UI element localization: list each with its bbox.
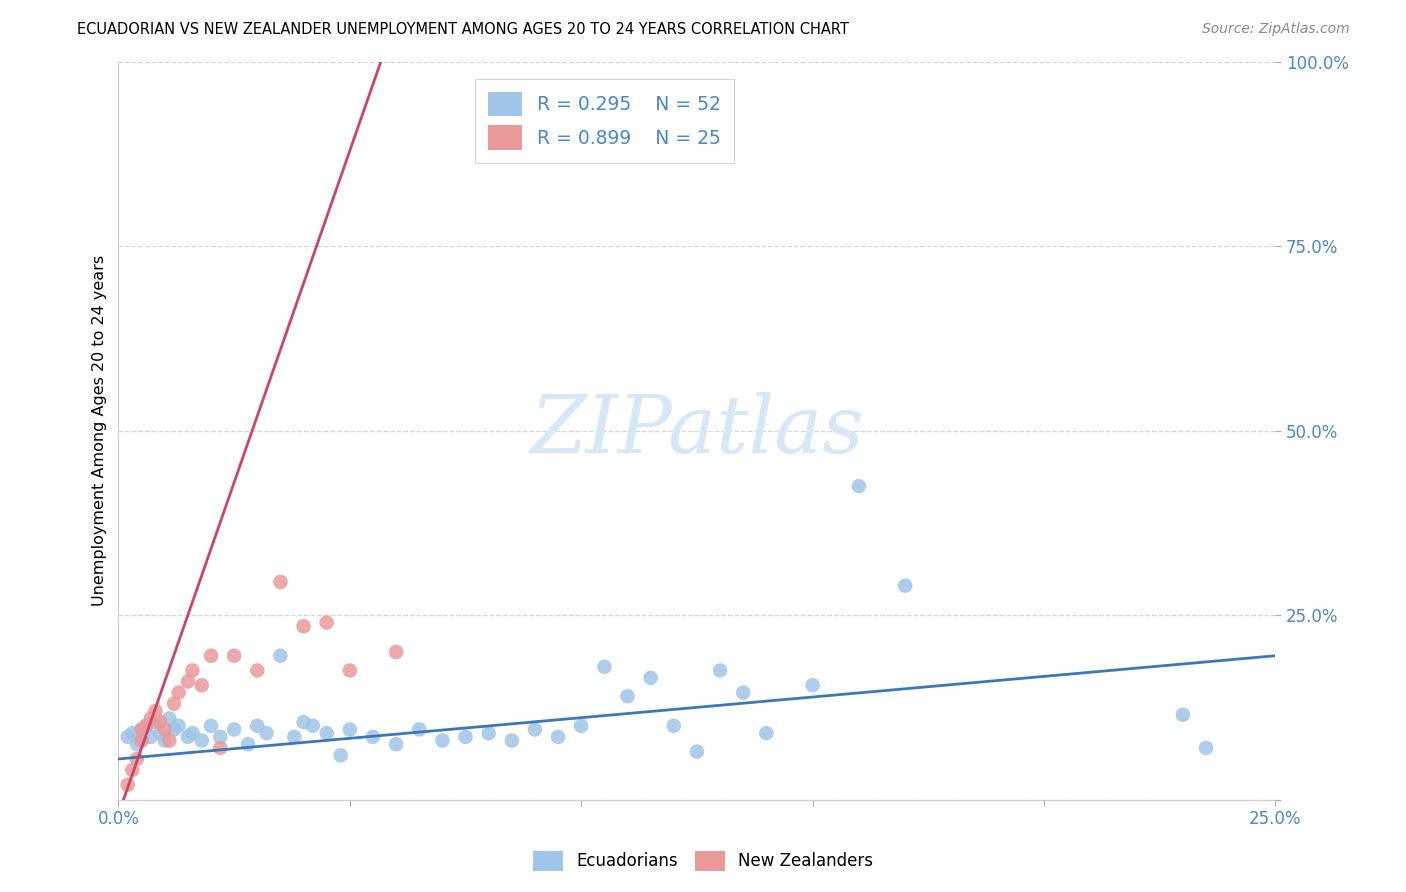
Point [283, 730, 305, 744]
Point [292, 715, 315, 730]
Point [269, 574, 291, 589]
Point [523, 723, 546, 737]
Point [131, 733, 153, 747]
Point [246, 664, 269, 678]
Point [547, 730, 569, 744]
Point [408, 723, 430, 737]
Point [181, 726, 204, 740]
Point [190, 678, 212, 692]
Point [236, 737, 259, 751]
Point [686, 745, 709, 759]
Point [256, 726, 278, 740]
Text: ECUADORIAN VS NEW ZEALANDER UNEMPLOYMENT AMONG AGES 20 TO 24 YEARS CORRELATION C: ECUADORIAN VS NEW ZEALANDER UNEMPLOYMENT… [77, 22, 849, 37]
Point [339, 664, 361, 678]
Y-axis label: Unemployment Among Ages 20 to 24 years: Unemployment Among Ages 20 to 24 years [93, 255, 107, 607]
Point [209, 730, 232, 744]
Point [209, 740, 232, 755]
Point [593, 660, 616, 674]
Point [1195, 740, 1218, 755]
Point [200, 719, 222, 733]
Point [224, 723, 246, 737]
Point [292, 619, 315, 633]
Point [200, 648, 222, 663]
Point [125, 737, 148, 751]
Point [121, 763, 143, 777]
Point [315, 726, 337, 740]
Point [121, 726, 143, 740]
Point [125, 752, 148, 766]
Point [153, 733, 176, 747]
Point [246, 719, 269, 733]
Point [181, 664, 204, 678]
Point [640, 671, 662, 685]
Point [131, 733, 153, 747]
Text: ZIPatlas: ZIPatlas [530, 392, 863, 469]
Point [224, 648, 246, 663]
Point [145, 715, 167, 730]
Point [616, 690, 638, 704]
Point [190, 733, 212, 747]
Point [755, 726, 778, 740]
Point [269, 648, 291, 663]
Point [662, 719, 685, 733]
Legend: R = 0.295    N = 52, R = 0.899    N = 25: R = 0.295 N = 52, R = 0.899 N = 25 [475, 78, 734, 162]
Point [157, 733, 180, 747]
Point [149, 726, 172, 740]
Point [145, 704, 167, 718]
Point [177, 730, 200, 744]
Legend: Ecuadorians, New Zealanders: Ecuadorians, New Zealanders [524, 842, 882, 880]
Point [301, 719, 323, 733]
Point [385, 645, 408, 659]
Point [315, 615, 337, 630]
Point [177, 674, 200, 689]
Point [163, 723, 186, 737]
Point [569, 719, 592, 733]
Point [339, 723, 361, 737]
Text: Source: ZipAtlas.com: Source: ZipAtlas.com [1202, 22, 1350, 37]
Point [117, 730, 139, 744]
Point [1171, 707, 1194, 722]
Point [329, 748, 352, 763]
Point [153, 723, 176, 737]
Point [167, 685, 190, 699]
Point [709, 664, 731, 678]
Point [501, 733, 523, 747]
Point [139, 730, 162, 744]
Point [848, 479, 870, 493]
Point [361, 730, 384, 744]
Point [131, 723, 153, 737]
Point [385, 737, 408, 751]
Point [139, 711, 162, 725]
Point [432, 733, 454, 747]
Point [131, 723, 153, 737]
Point [117, 778, 139, 792]
Point [733, 685, 755, 699]
Point [157, 711, 180, 725]
Point [167, 719, 190, 733]
Point [163, 697, 186, 711]
Point [149, 715, 172, 730]
Point [135, 719, 157, 733]
Point [135, 719, 157, 733]
Point [478, 726, 501, 740]
Point [801, 678, 824, 692]
Point [454, 730, 477, 744]
Point [894, 579, 917, 593]
